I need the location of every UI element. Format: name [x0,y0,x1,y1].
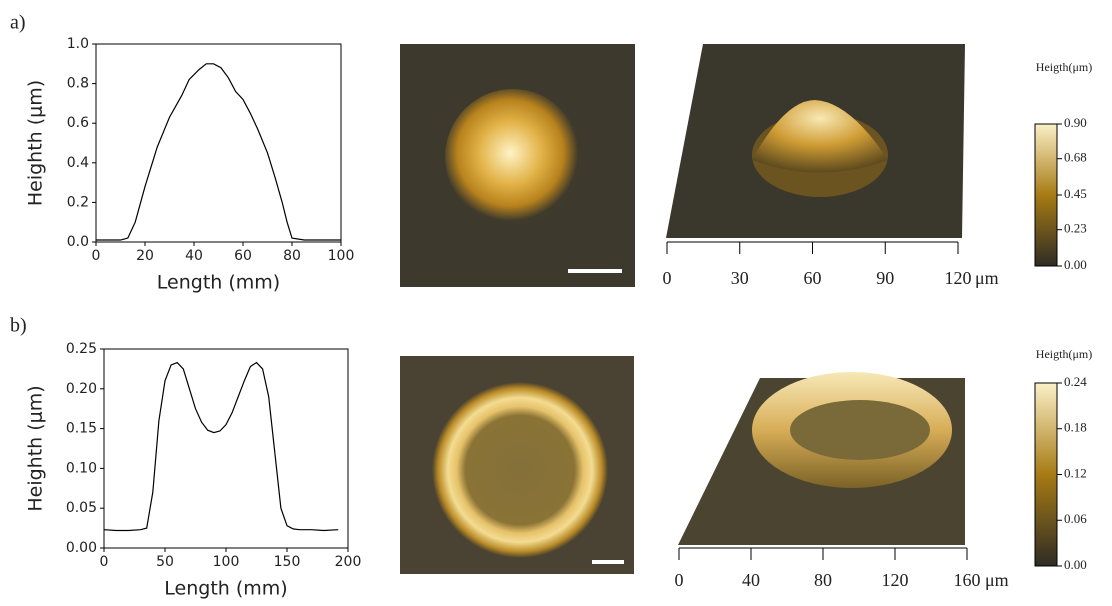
y-tick-label: 0.00 [66,540,97,556]
afm-ring [432,382,608,558]
y-axis-label: Heighth (μm) [25,80,47,206]
surface-tick-label: 60 [804,268,822,288]
surface-unit: μm [985,570,1009,590]
y-tick-label: 0.8 [67,76,89,92]
surface-tick-label: 80 [814,570,832,590]
colorbar-tick-label: 0.12 [1064,465,1087,480]
surface-tick-label: 40 [742,570,760,590]
surface-torus-hole [790,400,930,460]
plot-frame [96,44,341,242]
surface-tick-label: 120 [945,268,972,288]
x-tick-label: 200 [335,554,362,570]
y-tick-label: 0.4 [67,155,89,171]
y-tick-label: 1.0 [67,36,89,52]
x-tick-label: 100 [213,554,240,570]
x-tick-label: 0 [100,554,109,570]
colorbar-tick-label: 0.18 [1064,420,1087,435]
x-tick-label: 40 [185,248,203,264]
x-tick-label: 50 [156,554,174,570]
x-tick-label: 100 [328,248,355,264]
colorbar-title: Heigth(μm) [1036,60,1092,74]
colorbar-tick-label: 0.68 [1064,150,1087,165]
surface-tick-label: 90 [876,268,894,288]
profile-line [96,64,341,240]
colorbar-tick-label: 0.23 [1064,221,1087,236]
surface-unit: μm [975,268,999,288]
panel-label: b) [10,315,27,337]
surface-tick-label: 120 [882,570,909,590]
panel-label: a) [10,12,26,34]
surface-tick-label: 30 [731,268,749,288]
y-axis-label: Heighth (μm) [25,385,47,511]
y-tick-label: 0.15 [66,421,97,437]
y-tick-label: 0.6 [67,115,89,131]
y-tick-label: 0.2 [67,194,89,210]
y-tick-label: 0.05 [66,500,97,516]
x-tick-label: 150 [274,554,301,570]
afm-dot [445,89,581,225]
surface-tick-label: 0 [675,570,684,590]
surface-tick-label: 160 [954,570,981,590]
colorbar-tick-label: 0.00 [1064,557,1087,572]
surface-tick-label: 0 [663,268,672,288]
x-axis-label: Length (mm) [164,578,287,600]
y-tick-label: 0.20 [66,381,97,397]
colorbar-tick-label: 0.24 [1064,374,1087,389]
plot-frame [104,349,348,548]
colorbar-tick-label: 0.06 [1064,511,1087,526]
colorbar [1035,383,1057,566]
profile-line [104,363,338,531]
colorbar-tick-label: 0.00 [1064,257,1087,272]
x-tick-label: 0 [92,248,101,264]
colorbar-tick-label: 0.90 [1064,115,1087,130]
y-tick-label: 0.10 [66,460,97,476]
colorbar-tick-label: 0.45 [1064,186,1087,201]
colorbar-title: Heigth(μm) [1036,347,1092,361]
x-axis-label: Length (mm) [157,272,280,294]
figure: a) b) 0 20 40 60 80 100 0.0 0.2 0.4 0.6 0.8 1.0 Leng… [0,0,1112,606]
colorbar [1035,124,1057,266]
y-tick-label: 0.25 [66,341,97,357]
x-tick-label: 60 [234,248,252,264]
x-tick-label: 20 [136,248,154,264]
x-tick-label: 80 [283,248,301,264]
y-tick-label: 0.0 [67,234,89,250]
